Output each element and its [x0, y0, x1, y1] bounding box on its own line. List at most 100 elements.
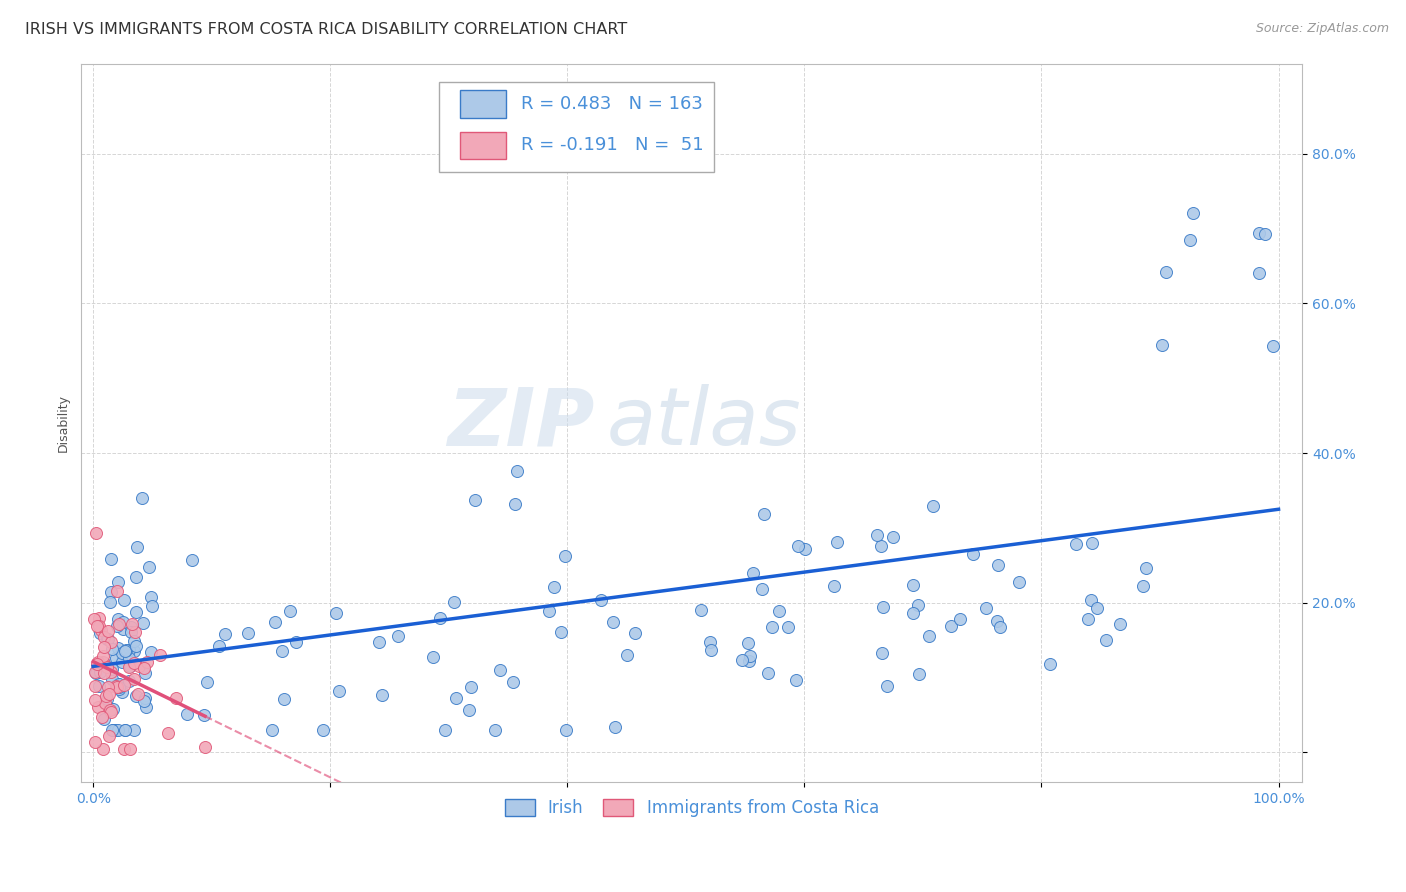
- Point: [108, 682, 131, 697]
- Point: [543, 580, 565, 594]
- Point: [918, 629, 941, 643]
- Point: [785, 673, 807, 687]
- Point: [876, 679, 898, 693]
- Point: [114, 644, 136, 658]
- Text: Source: ZipAtlas.com: Source: ZipAtlas.com: [1256, 22, 1389, 36]
- Point: [1247, 226, 1270, 240]
- Point: [84, 679, 107, 693]
- Point: [118, 651, 141, 665]
- Point: [208, 639, 231, 653]
- Point: [124, 625, 146, 640]
- Text: IRISH VS IMMIGRANTS FROM COSTA RICA DISABILITY CORRELATION CHART: IRISH VS IMMIGRANTS FROM COSTA RICA DISA…: [25, 22, 627, 37]
- Point: [107, 677, 129, 691]
- Point: [489, 663, 512, 677]
- Point: [446, 691, 468, 706]
- Point: [429, 611, 451, 625]
- Legend: Irish, Immigrants from Costa Rica: Irish, Immigrants from Costa Rica: [496, 791, 887, 826]
- Point: [738, 654, 761, 668]
- Point: [98, 703, 121, 717]
- Point: [328, 683, 350, 698]
- Point: [103, 702, 125, 716]
- Point: [97, 680, 120, 694]
- Point: [555, 723, 578, 737]
- Point: [100, 634, 122, 648]
- Point: [134, 661, 156, 675]
- Point: [751, 582, 773, 596]
- Point: [1152, 338, 1174, 352]
- Point: [554, 549, 576, 564]
- Point: [118, 643, 141, 657]
- Point: [1085, 601, 1108, 615]
- Point: [128, 659, 150, 673]
- Point: [1108, 616, 1130, 631]
- Point: [90, 623, 112, 637]
- Point: [103, 723, 125, 737]
- Point: [100, 665, 122, 679]
- Point: [100, 705, 122, 719]
- Point: [125, 639, 148, 653]
- Point: [107, 612, 129, 626]
- Point: [870, 539, 893, 553]
- Point: [122, 723, 145, 737]
- Point: [98, 687, 121, 701]
- Point: [1077, 612, 1099, 626]
- Point: [87, 619, 110, 633]
- Point: [550, 624, 572, 639]
- Point: [866, 528, 889, 542]
- Point: [93, 656, 115, 670]
- Point: [165, 691, 187, 706]
- Point: [371, 689, 394, 703]
- Point: [120, 659, 142, 673]
- Point: [83, 735, 105, 749]
- Point: [1095, 633, 1118, 648]
- Point: [434, 723, 457, 737]
- Point: [86, 657, 108, 671]
- Point: [1254, 227, 1277, 241]
- Point: [83, 665, 105, 679]
- Point: [93, 640, 115, 654]
- Point: [624, 626, 647, 640]
- Point: [149, 648, 172, 662]
- Point: [752, 507, 775, 521]
- Point: [93, 630, 115, 644]
- Point: [986, 615, 1008, 629]
- Point: [602, 615, 624, 629]
- Point: [176, 707, 198, 722]
- Point: [105, 584, 128, 599]
- Point: [538, 604, 561, 618]
- Point: [740, 648, 762, 663]
- Point: [825, 535, 848, 549]
- Point: [939, 619, 962, 633]
- Point: [460, 680, 482, 694]
- Point: [134, 694, 156, 708]
- Point: [987, 558, 1010, 572]
- Point: [901, 578, 924, 592]
- Point: [120, 625, 142, 640]
- Point: [180, 552, 202, 566]
- Point: [93, 666, 115, 681]
- Point: [125, 605, 148, 619]
- Y-axis label: Disability: Disability: [58, 394, 70, 452]
- Point: [616, 648, 638, 662]
- Point: [1178, 233, 1201, 247]
- Point: [118, 673, 141, 688]
- Point: [96, 659, 118, 673]
- Point: [96, 691, 118, 706]
- Point: [89, 626, 111, 640]
- Point: [91, 741, 114, 756]
- Point: [94, 689, 117, 703]
- Point: [422, 650, 444, 665]
- Point: [193, 708, 215, 723]
- Point: [312, 723, 335, 737]
- Point: [284, 635, 307, 649]
- Point: [91, 648, 114, 663]
- Point: [107, 723, 129, 737]
- Point: [776, 620, 799, 634]
- Point: [97, 632, 120, 646]
- Point: [1039, 657, 1062, 671]
- Point: [589, 593, 612, 607]
- Point: [988, 620, 1011, 634]
- Point: [122, 657, 145, 671]
- Point: [112, 593, 135, 607]
- Point: [120, 741, 142, 756]
